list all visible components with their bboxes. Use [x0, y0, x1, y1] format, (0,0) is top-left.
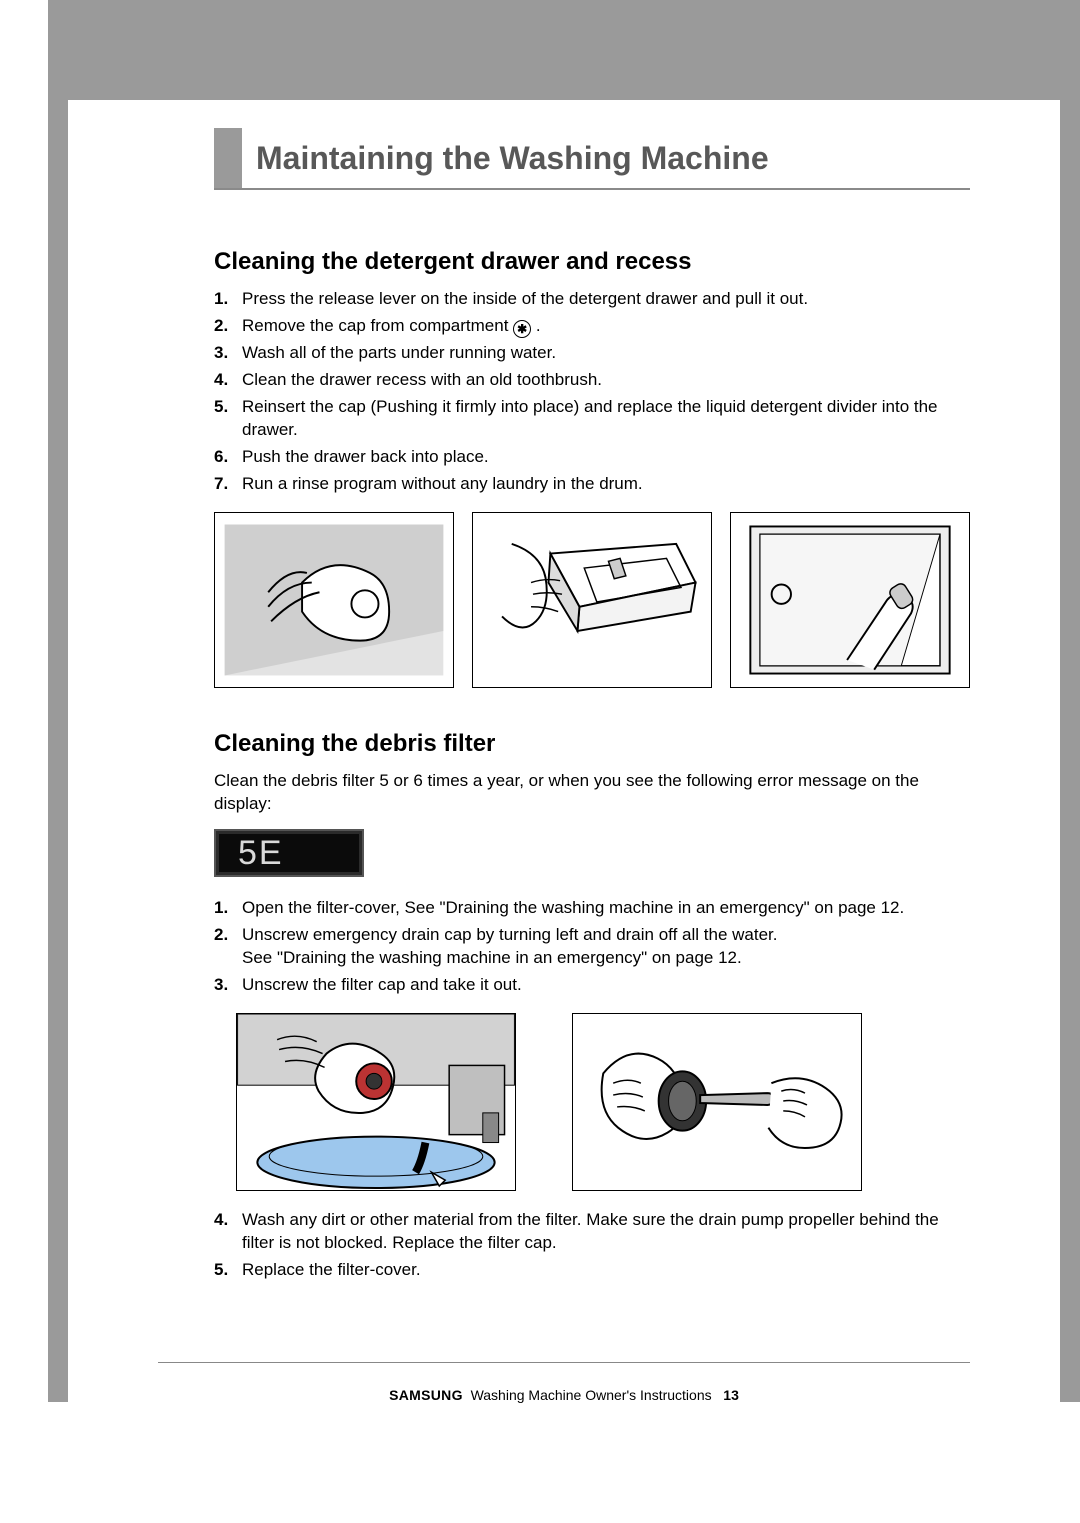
footer-text: Washing Machine Owner's Instructions — [467, 1387, 720, 1403]
error-code-text: 5E — [238, 834, 284, 873]
figure-recess-clean — [730, 512, 970, 688]
step-6: 6.Push the drawer back into place. — [236, 446, 970, 469]
step-text: Press the release lever on the inside of… — [242, 289, 808, 308]
section2-steps-b: 4.Wash any dirt or other material from t… — [214, 1209, 970, 1282]
step-text: Clean the drawer recess with an old toot… — [242, 370, 602, 389]
right-bar — [1060, 0, 1080, 1402]
step-1: 1.Press the release lever on the inside … — [236, 288, 970, 311]
figure-drain-unscrew — [236, 1013, 516, 1191]
step-suffix: . — [531, 316, 540, 335]
section1-figure-row — [214, 512, 970, 688]
page-title-wrap: Maintaining the Washing Machine — [214, 128, 970, 188]
step-4: 4.Clean the drawer recess with an old to… — [236, 369, 970, 392]
error-code-display: 5E — [214, 829, 364, 877]
section2-intro: Clean the debris filter 5 or 6 times a y… — [214, 770, 970, 816]
title-accent — [214, 128, 242, 188]
footer-text-inner: Washing Machine Owner's Instructions — [471, 1387, 712, 1403]
page-content: Maintaining the Washing Machine Cleaning… — [68, 100, 1060, 1523]
title-underline — [214, 188, 970, 190]
step-2: 2.Unscrew emergency drain cap by turning… — [236, 924, 970, 970]
step-4: 4.Wash any dirt or other material from t… — [236, 1209, 970, 1255]
figure-filter-clean — [572, 1013, 862, 1191]
page-footer: SAMSUNG Washing Machine Owner's Instruct… — [68, 1387, 1060, 1403]
section2-steps-a: 1.Open the filter-cover, See "Draining t… — [214, 897, 970, 997]
figure-drawer-remove — [472, 512, 712, 688]
step-text: Remove the cap from compartment — [242, 316, 513, 335]
section1-heading: Cleaning the detergent drawer and recess — [214, 248, 970, 276]
page-title: Maintaining the Washing Machine — [256, 128, 769, 188]
step-5: 5.Reinsert the cap (Pushing it firmly in… — [236, 396, 970, 442]
step-text: Open the filter-cover, See "Draining the… — [242, 898, 904, 917]
footer-rule — [158, 1362, 970, 1363]
step-3: 3.Unscrew the filter cap and take it out… — [236, 974, 970, 997]
section1-steps: 1.Press the release lever on the inside … — [214, 288, 970, 496]
page-number: 13 — [723, 1387, 739, 1403]
left-bar — [48, 0, 68, 1402]
figure-drawer-release — [214, 512, 454, 688]
step-text: Reinsert the cap (Pushing it firmly into… — [242, 397, 938, 439]
header-bar — [48, 0, 1080, 100]
step-1: 1.Open the filter-cover, See "Draining t… — [236, 897, 970, 920]
step-text: Wash any dirt or other material from the… — [242, 1210, 939, 1252]
step-text: Replace the filter-cover. — [242, 1260, 421, 1279]
compartment-symbol-icon: ✱ — [513, 320, 531, 338]
step-text: Push the drawer back into place. — [242, 447, 489, 466]
section2-heading: Cleaning the debris filter — [214, 730, 970, 758]
step-5: 5.Replace the filter-cover. — [236, 1259, 970, 1282]
step-7: 7.Run a rinse program without any laundr… — [236, 473, 970, 496]
step-text: Unscrew the filter cap and take it out. — [242, 975, 522, 994]
step-text: Unscrew emergency drain cap by turning l… — [242, 925, 777, 944]
step-text: Wash all of the parts under running wate… — [242, 343, 556, 362]
section2-figure-row — [214, 1013, 970, 1191]
step-text: Run a rinse program without any laundry … — [242, 474, 643, 493]
footer-brand: SAMSUNG — [389, 1387, 463, 1403]
step-sub: See "Draining the washing machine in an … — [242, 947, 970, 970]
step-2: 2.Remove the cap from compartment ✱ . — [236, 315, 970, 338]
step-3: 3.Wash all of the parts under running wa… — [236, 342, 970, 365]
